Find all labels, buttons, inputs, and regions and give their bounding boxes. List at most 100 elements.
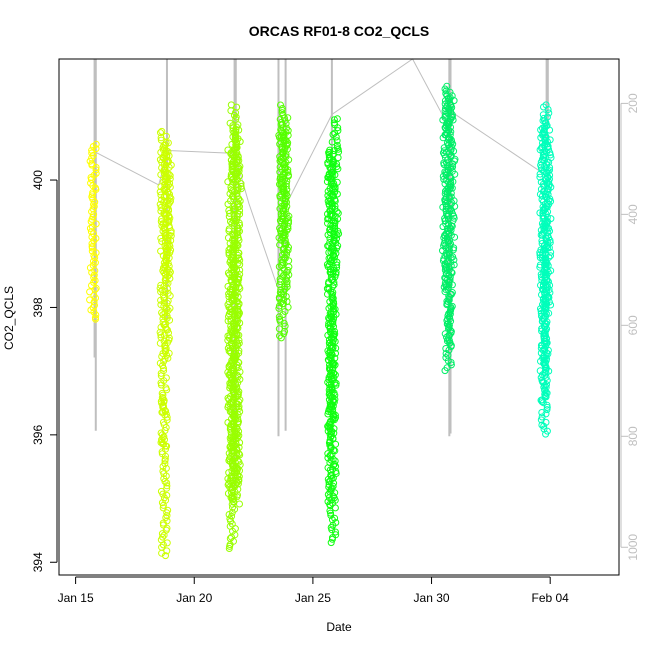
data-point <box>282 182 290 190</box>
data-point <box>90 230 97 238</box>
data-point <box>162 169 170 176</box>
data-point <box>235 300 243 308</box>
data-point <box>329 364 337 372</box>
plot-frame <box>58 58 620 576</box>
data-point <box>546 175 553 183</box>
data-point <box>445 238 452 246</box>
data-point <box>91 301 98 309</box>
data-point <box>281 160 288 168</box>
data-point <box>236 270 244 278</box>
data-point <box>163 491 171 499</box>
right-tick-label: 600 <box>626 315 640 335</box>
data-point <box>280 300 287 308</box>
data-point <box>327 210 335 218</box>
data-point <box>163 413 171 421</box>
data-point <box>226 119 234 127</box>
y-tick-label: 394 <box>31 552 45 572</box>
data-point <box>87 306 95 314</box>
data-point <box>331 457 339 465</box>
data-points <box>86 82 555 560</box>
x-tick-label: Jan 20 <box>176 591 212 605</box>
data-point <box>446 276 454 284</box>
data-point <box>331 447 339 455</box>
data-point <box>540 425 548 433</box>
data-point <box>540 302 548 310</box>
data-point <box>543 276 551 284</box>
data-point <box>444 351 452 359</box>
data-point <box>230 295 238 303</box>
data-point <box>446 88 454 96</box>
data-point <box>91 286 99 293</box>
data-point <box>92 140 100 148</box>
data-point <box>448 113 456 121</box>
data-point <box>161 460 169 468</box>
data-point <box>90 298 98 306</box>
data-point <box>158 389 166 397</box>
right-tick-label: 1000 <box>626 534 640 561</box>
data-point <box>327 487 335 495</box>
data-point <box>539 399 547 407</box>
data-point <box>327 165 335 173</box>
data-point <box>283 124 290 132</box>
data-point <box>442 354 450 362</box>
data-point <box>281 322 289 330</box>
data-point <box>164 234 171 242</box>
data-point <box>231 264 239 272</box>
data-point <box>328 484 336 492</box>
x-axis: Jan 15 Jan 20 Jan 25 Jan 30 Feb 04 <box>58 576 569 605</box>
data-point <box>282 128 290 136</box>
data-point <box>232 424 240 432</box>
data-point <box>157 129 164 137</box>
data-point <box>237 185 245 193</box>
data-point <box>331 371 339 379</box>
data-point <box>441 131 449 139</box>
data-point <box>332 414 339 422</box>
data-point <box>167 197 174 205</box>
data-point <box>86 224 94 232</box>
data-point <box>235 458 243 466</box>
data-point <box>157 333 165 341</box>
data-point <box>227 327 235 335</box>
data-point <box>235 339 243 347</box>
right-tick-label: 800 <box>626 426 640 446</box>
data-point <box>160 331 168 339</box>
data-point <box>329 359 337 367</box>
y-axis: 394 396 398 400 <box>31 170 58 572</box>
data-point <box>159 434 167 442</box>
data-point <box>163 285 171 293</box>
data-point <box>542 273 550 281</box>
data-point <box>449 253 457 261</box>
data-point <box>330 494 338 502</box>
data-point <box>545 298 553 306</box>
data-point <box>156 200 164 208</box>
data-point <box>333 234 341 242</box>
data-point <box>160 294 168 302</box>
data-point <box>162 514 170 521</box>
data-point <box>545 109 553 117</box>
data-point <box>335 148 343 156</box>
data-point <box>163 482 171 490</box>
data-point <box>541 157 549 165</box>
data-point <box>329 160 336 168</box>
data-point <box>326 146 334 154</box>
data-point <box>547 154 555 162</box>
data-point <box>541 290 549 298</box>
data-point <box>328 401 336 409</box>
data-point <box>324 498 332 506</box>
data-point <box>90 237 98 245</box>
data-point <box>440 147 448 155</box>
data-point <box>540 354 548 362</box>
data-point <box>278 109 286 117</box>
data-point <box>88 247 96 255</box>
data-point <box>284 266 292 274</box>
data-point <box>325 376 333 383</box>
data-point <box>333 144 341 152</box>
data-point <box>543 113 551 121</box>
data-point <box>234 121 242 129</box>
data-point <box>159 311 167 319</box>
data-point <box>283 202 291 210</box>
data-point <box>231 427 239 435</box>
data-point <box>283 283 291 291</box>
data-point <box>285 263 293 271</box>
data-point <box>449 178 457 186</box>
